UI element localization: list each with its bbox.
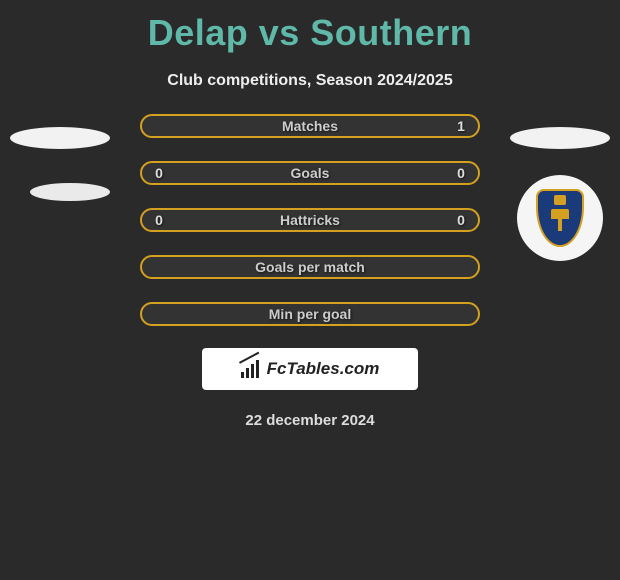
crest-circle	[517, 175, 603, 261]
left-player-marker-2	[20, 142, 120, 242]
stat-label: Goals per match	[255, 259, 365, 275]
brand-text: FcTables.com	[267, 359, 380, 379]
ellipse-icon	[30, 183, 110, 201]
stat-label: Goals	[291, 165, 330, 181]
stat-label: Matches	[282, 118, 338, 134]
chart-icon	[241, 360, 263, 378]
stat-row-hattricks: 0 Hattricks 0	[140, 208, 480, 232]
stat-row-min-per-goal: Min per goal	[140, 302, 480, 326]
stat-left-value: 0	[152, 212, 166, 228]
stat-right-value: 0	[454, 165, 468, 181]
right-club-crest	[510, 168, 610, 268]
brand-box[interactable]: FcTables.com	[202, 348, 418, 390]
page-title: Delap vs Southern	[0, 0, 620, 54]
stat-row-goals: 0 Goals 0	[140, 161, 480, 185]
stat-row-goals-per-match: Goals per match	[140, 255, 480, 279]
date-text: 22 december 2024	[0, 412, 620, 429]
ellipse-icon	[510, 127, 610, 149]
shield-icon	[536, 189, 584, 247]
stat-row-matches: Matches 1	[140, 114, 480, 138]
stat-right-value: 0	[454, 212, 468, 228]
stat-label: Hattricks	[280, 212, 340, 228]
comparison-block: Matches 1 0 Goals 0 0 Hattricks 0 Goals …	[0, 114, 620, 429]
stat-left-value: 0	[152, 165, 166, 181]
stat-right-value: 1	[454, 118, 468, 134]
stat-label: Min per goal	[269, 306, 351, 322]
